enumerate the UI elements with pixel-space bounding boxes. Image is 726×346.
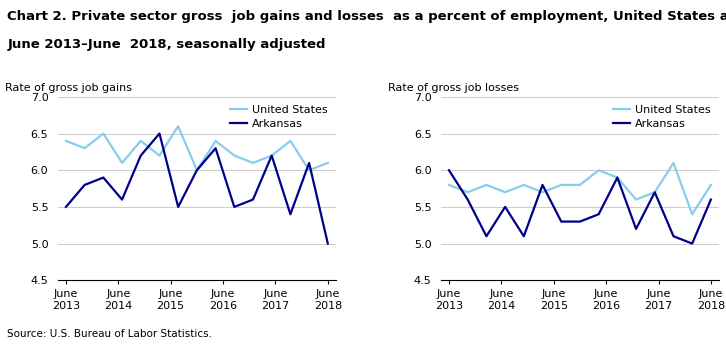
Text: Rate of gross job losses: Rate of gross job losses	[388, 83, 519, 93]
Text: Rate of gross job gains: Rate of gross job gains	[5, 83, 132, 93]
Legend: United States, Arkansas: United States, Arkansas	[228, 102, 330, 131]
Legend: United States, Arkansas: United States, Arkansas	[611, 102, 713, 131]
Text: Chart 2. Private sector gross  job gains and losses  as a percent of employment,: Chart 2. Private sector gross job gains …	[7, 10, 726, 24]
Text: June 2013–June  2018, seasonally adjusted: June 2013–June 2018, seasonally adjusted	[7, 38, 326, 51]
Text: Source: U.S. Bureau of Labor Statistics.: Source: U.S. Bureau of Labor Statistics.	[7, 329, 212, 339]
